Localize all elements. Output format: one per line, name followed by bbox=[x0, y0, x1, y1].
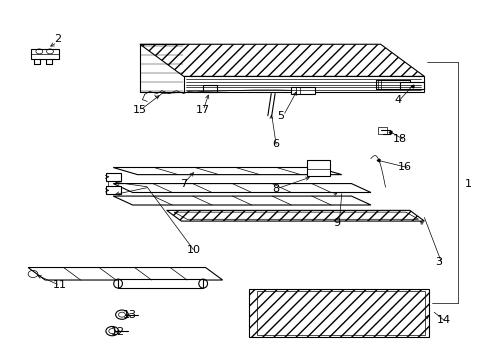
Text: 13: 13 bbox=[123, 310, 137, 320]
Text: 7: 7 bbox=[180, 179, 187, 189]
Polygon shape bbox=[113, 167, 341, 175]
Polygon shape bbox=[290, 87, 314, 94]
Text: 16: 16 bbox=[397, 162, 411, 172]
Bar bbox=[30, 49, 59, 59]
Bar bbox=[118, 279, 203, 288]
Text: 2: 2 bbox=[54, 34, 61, 44]
Text: 14: 14 bbox=[436, 315, 450, 325]
Text: 4: 4 bbox=[393, 95, 400, 105]
Polygon shape bbox=[113, 196, 370, 205]
Polygon shape bbox=[113, 184, 370, 193]
Bar bbox=[377, 127, 386, 134]
Text: 5: 5 bbox=[277, 111, 284, 121]
Bar bbox=[106, 173, 120, 181]
Bar bbox=[106, 186, 120, 194]
Polygon shape bbox=[375, 80, 409, 89]
Text: 15: 15 bbox=[133, 105, 147, 115]
Text: 12: 12 bbox=[111, 327, 125, 337]
Text: 6: 6 bbox=[272, 139, 279, 149]
Bar bbox=[306, 160, 329, 176]
Text: 1: 1 bbox=[464, 179, 471, 189]
Text: 9: 9 bbox=[333, 218, 340, 228]
Text: 8: 8 bbox=[272, 184, 279, 194]
Polygon shape bbox=[399, 82, 424, 89]
Text: 11: 11 bbox=[53, 280, 66, 291]
Polygon shape bbox=[28, 267, 222, 280]
Polygon shape bbox=[183, 76, 424, 93]
Text: 3: 3 bbox=[435, 257, 442, 267]
Text: 10: 10 bbox=[186, 245, 200, 255]
Text: 17: 17 bbox=[196, 105, 210, 115]
Bar bbox=[203, 85, 216, 92]
Text: 18: 18 bbox=[392, 134, 407, 144]
